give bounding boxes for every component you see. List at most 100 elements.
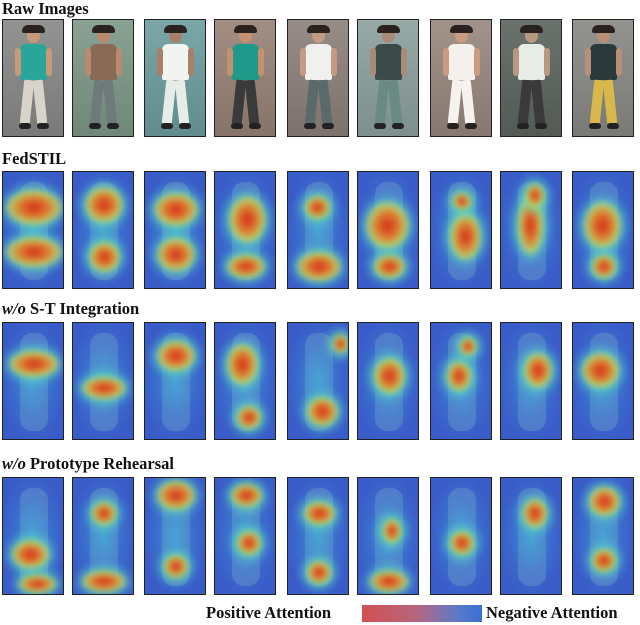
heat-core bbox=[460, 337, 476, 356]
person-torso bbox=[518, 44, 545, 80]
person-shoe-right bbox=[322, 123, 334, 129]
person-arm-right bbox=[474, 48, 480, 76]
person-torso bbox=[590, 44, 617, 80]
person-arm-left bbox=[85, 48, 91, 76]
heat-core bbox=[236, 405, 262, 430]
heat-core bbox=[449, 213, 481, 261]
attention-heatmap-tile bbox=[214, 322, 276, 440]
heat-core bbox=[382, 519, 402, 543]
heat-core bbox=[228, 195, 266, 243]
person-hair bbox=[307, 25, 330, 33]
heat-core bbox=[157, 238, 195, 272]
attention-heatmap-tile bbox=[430, 322, 492, 440]
person-arm-left bbox=[370, 48, 376, 76]
attention-heatmap-tile bbox=[287, 477, 349, 595]
person-shoe-right bbox=[465, 123, 477, 129]
heat-core bbox=[6, 189, 62, 226]
wo-st-integration-attention-row bbox=[0, 322, 640, 440]
attention-heatmap-tile bbox=[430, 477, 492, 595]
heat-core bbox=[18, 575, 56, 594]
person-shoe-right bbox=[249, 123, 261, 129]
person-shoe-right bbox=[392, 123, 404, 129]
heat-core bbox=[332, 335, 348, 354]
legend-color-bar bbox=[362, 605, 482, 622]
person-arm-right bbox=[616, 48, 622, 76]
raw-image-tile bbox=[2, 19, 64, 137]
heat-core bbox=[230, 483, 262, 508]
heat-core bbox=[82, 377, 126, 399]
raw-image-tile bbox=[430, 19, 492, 137]
raw-image-tile bbox=[287, 19, 349, 137]
heat-core bbox=[373, 358, 405, 394]
person-arm-left bbox=[300, 48, 306, 76]
person-shoe-left bbox=[517, 123, 529, 129]
person-torso bbox=[90, 44, 117, 80]
attention-heatmap-tile bbox=[500, 477, 562, 595]
person-shoe-right bbox=[37, 123, 49, 129]
heat-core bbox=[591, 254, 617, 279]
row-label-raw-images: Raw Images bbox=[2, 0, 89, 18]
person-arm-right bbox=[401, 48, 407, 76]
row-label-wo-st-integration: w/o S-T Integration bbox=[2, 300, 139, 318]
heat-core bbox=[588, 486, 620, 517]
attention-heatmap-tile bbox=[572, 171, 634, 289]
heat-core bbox=[306, 396, 338, 427]
raw-images-row bbox=[0, 19, 640, 137]
heat-core bbox=[12, 539, 50, 570]
person-hair bbox=[520, 25, 543, 33]
person-arm-right bbox=[544, 48, 550, 76]
heat-core bbox=[366, 201, 410, 249]
heat-core bbox=[9, 351, 59, 378]
heat-core bbox=[584, 201, 622, 249]
wo-prototype-rehearsal-attention-row bbox=[0, 477, 640, 595]
person-torso bbox=[305, 44, 332, 80]
person-shoe-left bbox=[304, 123, 316, 129]
heat-core bbox=[449, 531, 475, 555]
heat-core bbox=[157, 341, 195, 371]
person-shoe-left bbox=[447, 123, 459, 129]
fedstil-attention-row bbox=[0, 171, 640, 289]
heat-core bbox=[524, 352, 553, 388]
legend-negative-label: Negative Attention bbox=[486, 603, 618, 622]
heat-core bbox=[582, 352, 620, 388]
person-arm-right bbox=[331, 48, 337, 76]
person-hair bbox=[92, 25, 115, 33]
person-hair bbox=[164, 25, 187, 33]
person-shoe-left bbox=[231, 123, 243, 129]
person-shoe-left bbox=[374, 123, 386, 129]
person-arm-left bbox=[513, 48, 519, 76]
attention-heatmap-tile bbox=[2, 171, 64, 289]
heat-core bbox=[297, 251, 341, 282]
heat-core bbox=[525, 183, 545, 208]
person-torso bbox=[162, 44, 189, 80]
heat-core bbox=[305, 195, 331, 220]
heat-core bbox=[236, 531, 262, 555]
person-shoe-left bbox=[19, 123, 31, 129]
label-italic: w/o bbox=[2, 299, 26, 318]
person-arm-left bbox=[157, 48, 163, 76]
person-shoe-right bbox=[179, 123, 191, 129]
heat-core bbox=[591, 548, 617, 573]
heat-core bbox=[91, 501, 117, 526]
person-arm-right bbox=[188, 48, 194, 76]
person-torso bbox=[232, 44, 259, 80]
label-rest: Prototype Rehearsal bbox=[25, 454, 175, 473]
heat-core bbox=[6, 237, 62, 267]
person-torso bbox=[375, 44, 402, 80]
heat-core bbox=[154, 193, 198, 227]
row-label-wo-prototype-rehearsal: w/o Prototype Rehearsal bbox=[2, 455, 174, 473]
person-shoe-left bbox=[589, 123, 601, 129]
heat-core bbox=[303, 501, 335, 526]
raw-image-tile bbox=[572, 19, 634, 137]
person-hair bbox=[22, 25, 45, 33]
heat-core bbox=[522, 498, 548, 529]
raw-image-tile bbox=[357, 19, 419, 137]
heat-core bbox=[227, 254, 265, 279]
heat-core bbox=[82, 571, 126, 593]
attention-heatmap-tile bbox=[2, 477, 64, 595]
heat-core bbox=[446, 361, 472, 391]
raw-image-tile bbox=[500, 19, 562, 137]
person-arm-right bbox=[116, 48, 122, 76]
attention-heatmap-tile bbox=[144, 322, 206, 440]
row-label-fedstil: FedSTIL bbox=[2, 150, 66, 168]
